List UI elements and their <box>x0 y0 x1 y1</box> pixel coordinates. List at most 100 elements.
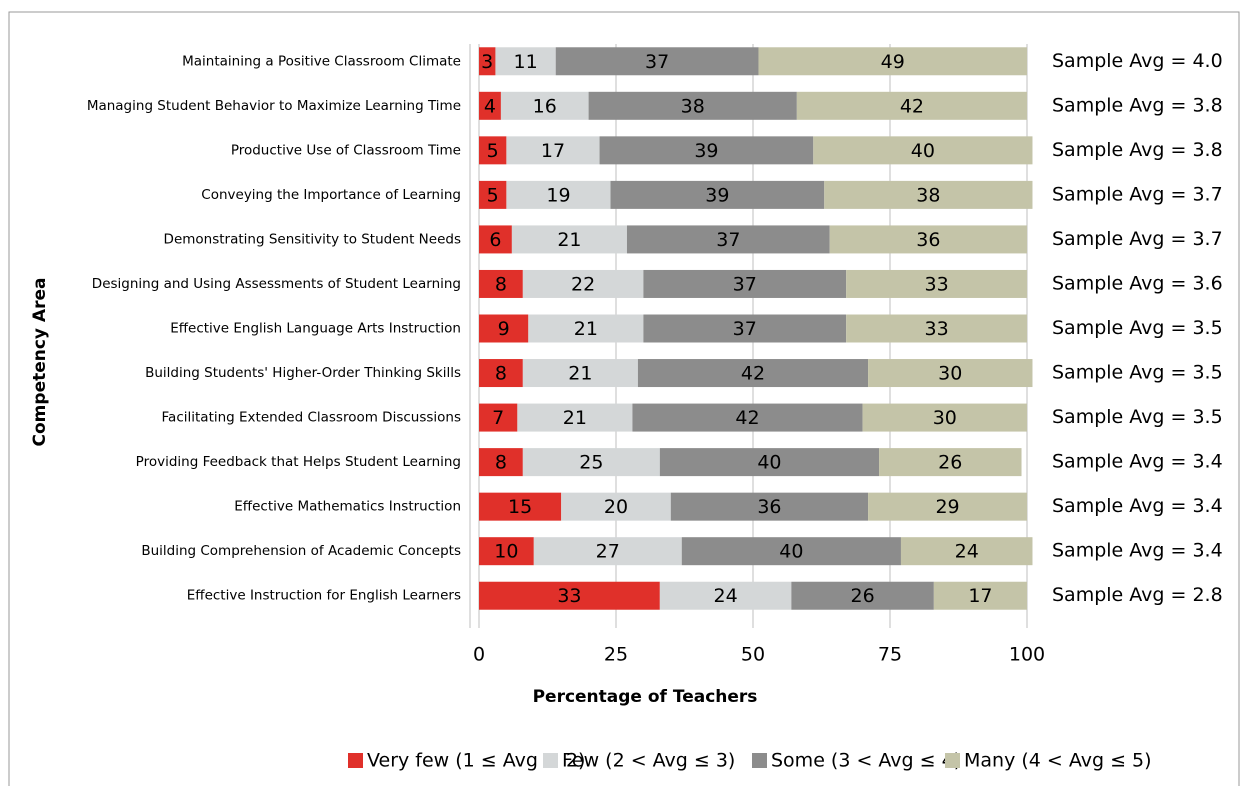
legend-label: Many (4 < Avg ≤ 5) <box>964 750 1152 772</box>
data-label: 30 <box>938 363 962 385</box>
y-tick-label: Building Students' Higher-Order Thinking… <box>145 365 461 381</box>
bar-segment <box>479 225 512 254</box>
x-tick-label: 50 <box>741 644 765 666</box>
annotation: Sample Avg = 3.8 <box>1052 139 1223 161</box>
data-label: 42 <box>741 363 765 385</box>
annotation: Sample Avg = 3.5 <box>1052 317 1223 339</box>
data-label: 39 <box>694 140 718 162</box>
legend-label: Very few (1 ≤ Avg ≤ 2) <box>367 750 585 772</box>
data-label: 4 <box>484 95 496 117</box>
annotation: Sample Avg = 3.7 <box>1052 228 1223 250</box>
bar-segment <box>479 47 496 76</box>
annotation: Sample Avg = 3.5 <box>1052 362 1223 384</box>
bar-segment <box>824 180 1033 209</box>
data-label: 33 <box>924 273 948 295</box>
data-label: 22 <box>571 273 595 295</box>
y-axis-title: Competency Area <box>30 278 50 447</box>
data-label: 33 <box>924 318 948 340</box>
data-label: 3 <box>481 51 493 73</box>
legend-swatch <box>543 753 558 768</box>
data-label: 26 <box>851 585 875 607</box>
x-axis-title: Percentage of Teachers <box>533 687 758 707</box>
bar-segment <box>561 492 671 521</box>
data-label: 37 <box>645 51 669 73</box>
bar-segment <box>506 180 611 209</box>
legend-swatch <box>348 753 363 768</box>
data-label: 40 <box>779 541 803 563</box>
data-label: 16 <box>533 95 557 117</box>
frame <box>8 11 1240 786</box>
bar-segment <box>479 581 660 610</box>
data-label: 40 <box>757 452 781 474</box>
data-label: 36 <box>757 496 781 518</box>
bar-segment <box>588 91 797 120</box>
bar-segment <box>933 581 1027 610</box>
bar-segment <box>796 91 1027 120</box>
bar-segment <box>522 448 660 477</box>
data-label: 5 <box>487 140 499 162</box>
bar-segment <box>479 269 523 298</box>
y-tick-label: Designing and Using Assessments of Stude… <box>92 276 461 292</box>
data-label: 29 <box>935 496 959 518</box>
bar-segment <box>528 314 644 343</box>
data-label: 24 <box>714 585 738 607</box>
annotation: Sample Avg = 3.8 <box>1052 94 1223 116</box>
data-label: 27 <box>596 541 620 563</box>
bar-segment <box>479 448 523 477</box>
data-label: 17 <box>541 140 565 162</box>
y-tick-label: Productive Use of Classroom Time <box>231 142 461 158</box>
bar-segment <box>900 537 1033 566</box>
bar-segment <box>506 136 600 165</box>
data-label: 38 <box>916 184 940 206</box>
bar-segment <box>681 537 901 566</box>
y-tick-label: Demonstrating Sensitivity to Student Nee… <box>164 231 461 247</box>
annotation: Sample Avg = 3.4 <box>1052 495 1223 517</box>
x-tick-label: 25 <box>604 644 628 666</box>
y-tick-label: Effective Instruction for English Learne… <box>187 588 461 604</box>
annotation: Sample Avg = 4.0 <box>1052 50 1223 72</box>
bar-segment <box>555 47 759 76</box>
bar-segment <box>846 269 1027 298</box>
y-tick-label: Maintaining a Positive Classroom Climate <box>182 53 461 69</box>
bar-segment <box>500 91 589 120</box>
x-tick-label: 100 <box>1009 644 1045 666</box>
data-label: 17 <box>968 585 992 607</box>
data-label: 21 <box>574 318 598 340</box>
data-label: 8 <box>495 273 507 295</box>
data-label: 33 <box>557 585 581 607</box>
data-label: 36 <box>916 229 940 251</box>
bar-segment <box>829 225 1027 254</box>
bar-segment <box>846 314 1027 343</box>
data-label: 20 <box>604 496 628 518</box>
bar-segment <box>643 314 847 343</box>
bar-segment <box>479 91 501 120</box>
bar-segment <box>479 403 518 432</box>
bar-segment <box>659 581 792 610</box>
data-label: 21 <box>557 229 581 251</box>
bar-segment <box>791 581 934 610</box>
bar-segment <box>670 492 869 521</box>
x-tick-label: 75 <box>878 644 902 666</box>
bar-segment <box>479 492 562 521</box>
data-label: 49 <box>881 51 905 73</box>
y-tick-label: Facilitating Extended Classroom Discussi… <box>162 410 461 426</box>
data-label: 42 <box>900 95 924 117</box>
data-label: 38 <box>681 95 705 117</box>
annotation: Sample Avg = 3.4 <box>1052 451 1223 473</box>
bar-segment <box>879 448 1022 477</box>
data-label: 11 <box>513 51 537 73</box>
bar-segment <box>632 403 863 432</box>
bar-segment <box>522 359 638 388</box>
data-label: 5 <box>487 184 499 206</box>
bar-segment <box>479 537 534 566</box>
data-label: 19 <box>546 184 570 206</box>
data-label: 8 <box>495 363 507 385</box>
data-label: 25 <box>579 452 603 474</box>
data-label: 42 <box>735 407 759 429</box>
data-label: 37 <box>716 229 740 251</box>
data-label: 39 <box>705 184 729 206</box>
bar-segment <box>522 269 644 298</box>
data-label: 10 <box>494 541 518 563</box>
y-tick-label: Effective English Language Arts Instruct… <box>170 321 461 337</box>
